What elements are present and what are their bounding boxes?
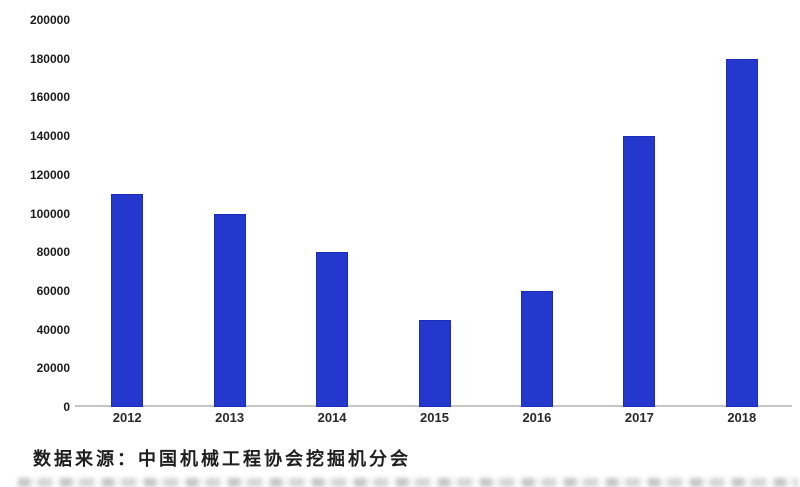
- x-axis-label-2014: 2014: [317, 410, 347, 425]
- bar-2013: [213, 213, 246, 407]
- x-axis-label-2017: 2017: [624, 410, 654, 425]
- bar-2014: [316, 252, 349, 407]
- y-axis-tick-label: 140000: [29, 129, 70, 144]
- y-axis-tick-label: 120000: [29, 167, 70, 182]
- y-axis-tick-label: 180000: [29, 51, 70, 66]
- y-axis-tick-label: 60000: [36, 283, 70, 298]
- y-axis-tick-label: 0: [63, 400, 70, 414]
- y-axis-tick-label: 20000: [36, 361, 70, 376]
- chart-plot-area: 0 20000 40000 60000 80000 100000 120000 140000 1…: [29, 13, 792, 425]
- y-axis-tick-label: 100000: [29, 206, 70, 221]
- x-axis-label-2018: 2018: [727, 410, 757, 425]
- x-axis-label-2013: 2013: [215, 410, 245, 425]
- bar-2015: [418, 319, 451, 407]
- bar-2018: [725, 58, 758, 407]
- cropped-content-blur: [18, 478, 798, 487]
- y-axis-tick-label: 200000: [29, 13, 70, 27]
- bar-2017: [623, 136, 656, 407]
- bar-2012: [111, 194, 144, 407]
- x-axis-label-2016: 2016: [522, 410, 552, 425]
- data-source-note: 数据来源：中国机械工程协会挖掘机分会: [33, 449, 411, 469]
- bar-2016: [520, 290, 553, 407]
- x-axis-label-2012: 2012: [112, 410, 142, 425]
- y-axis-tick-label: 80000: [36, 245, 70, 260]
- y-axis-tick-label: 40000: [36, 322, 70, 337]
- y-axis-tick-label: 160000: [29, 90, 70, 105]
- x-axis-label-2015: 2015: [420, 410, 449, 425]
